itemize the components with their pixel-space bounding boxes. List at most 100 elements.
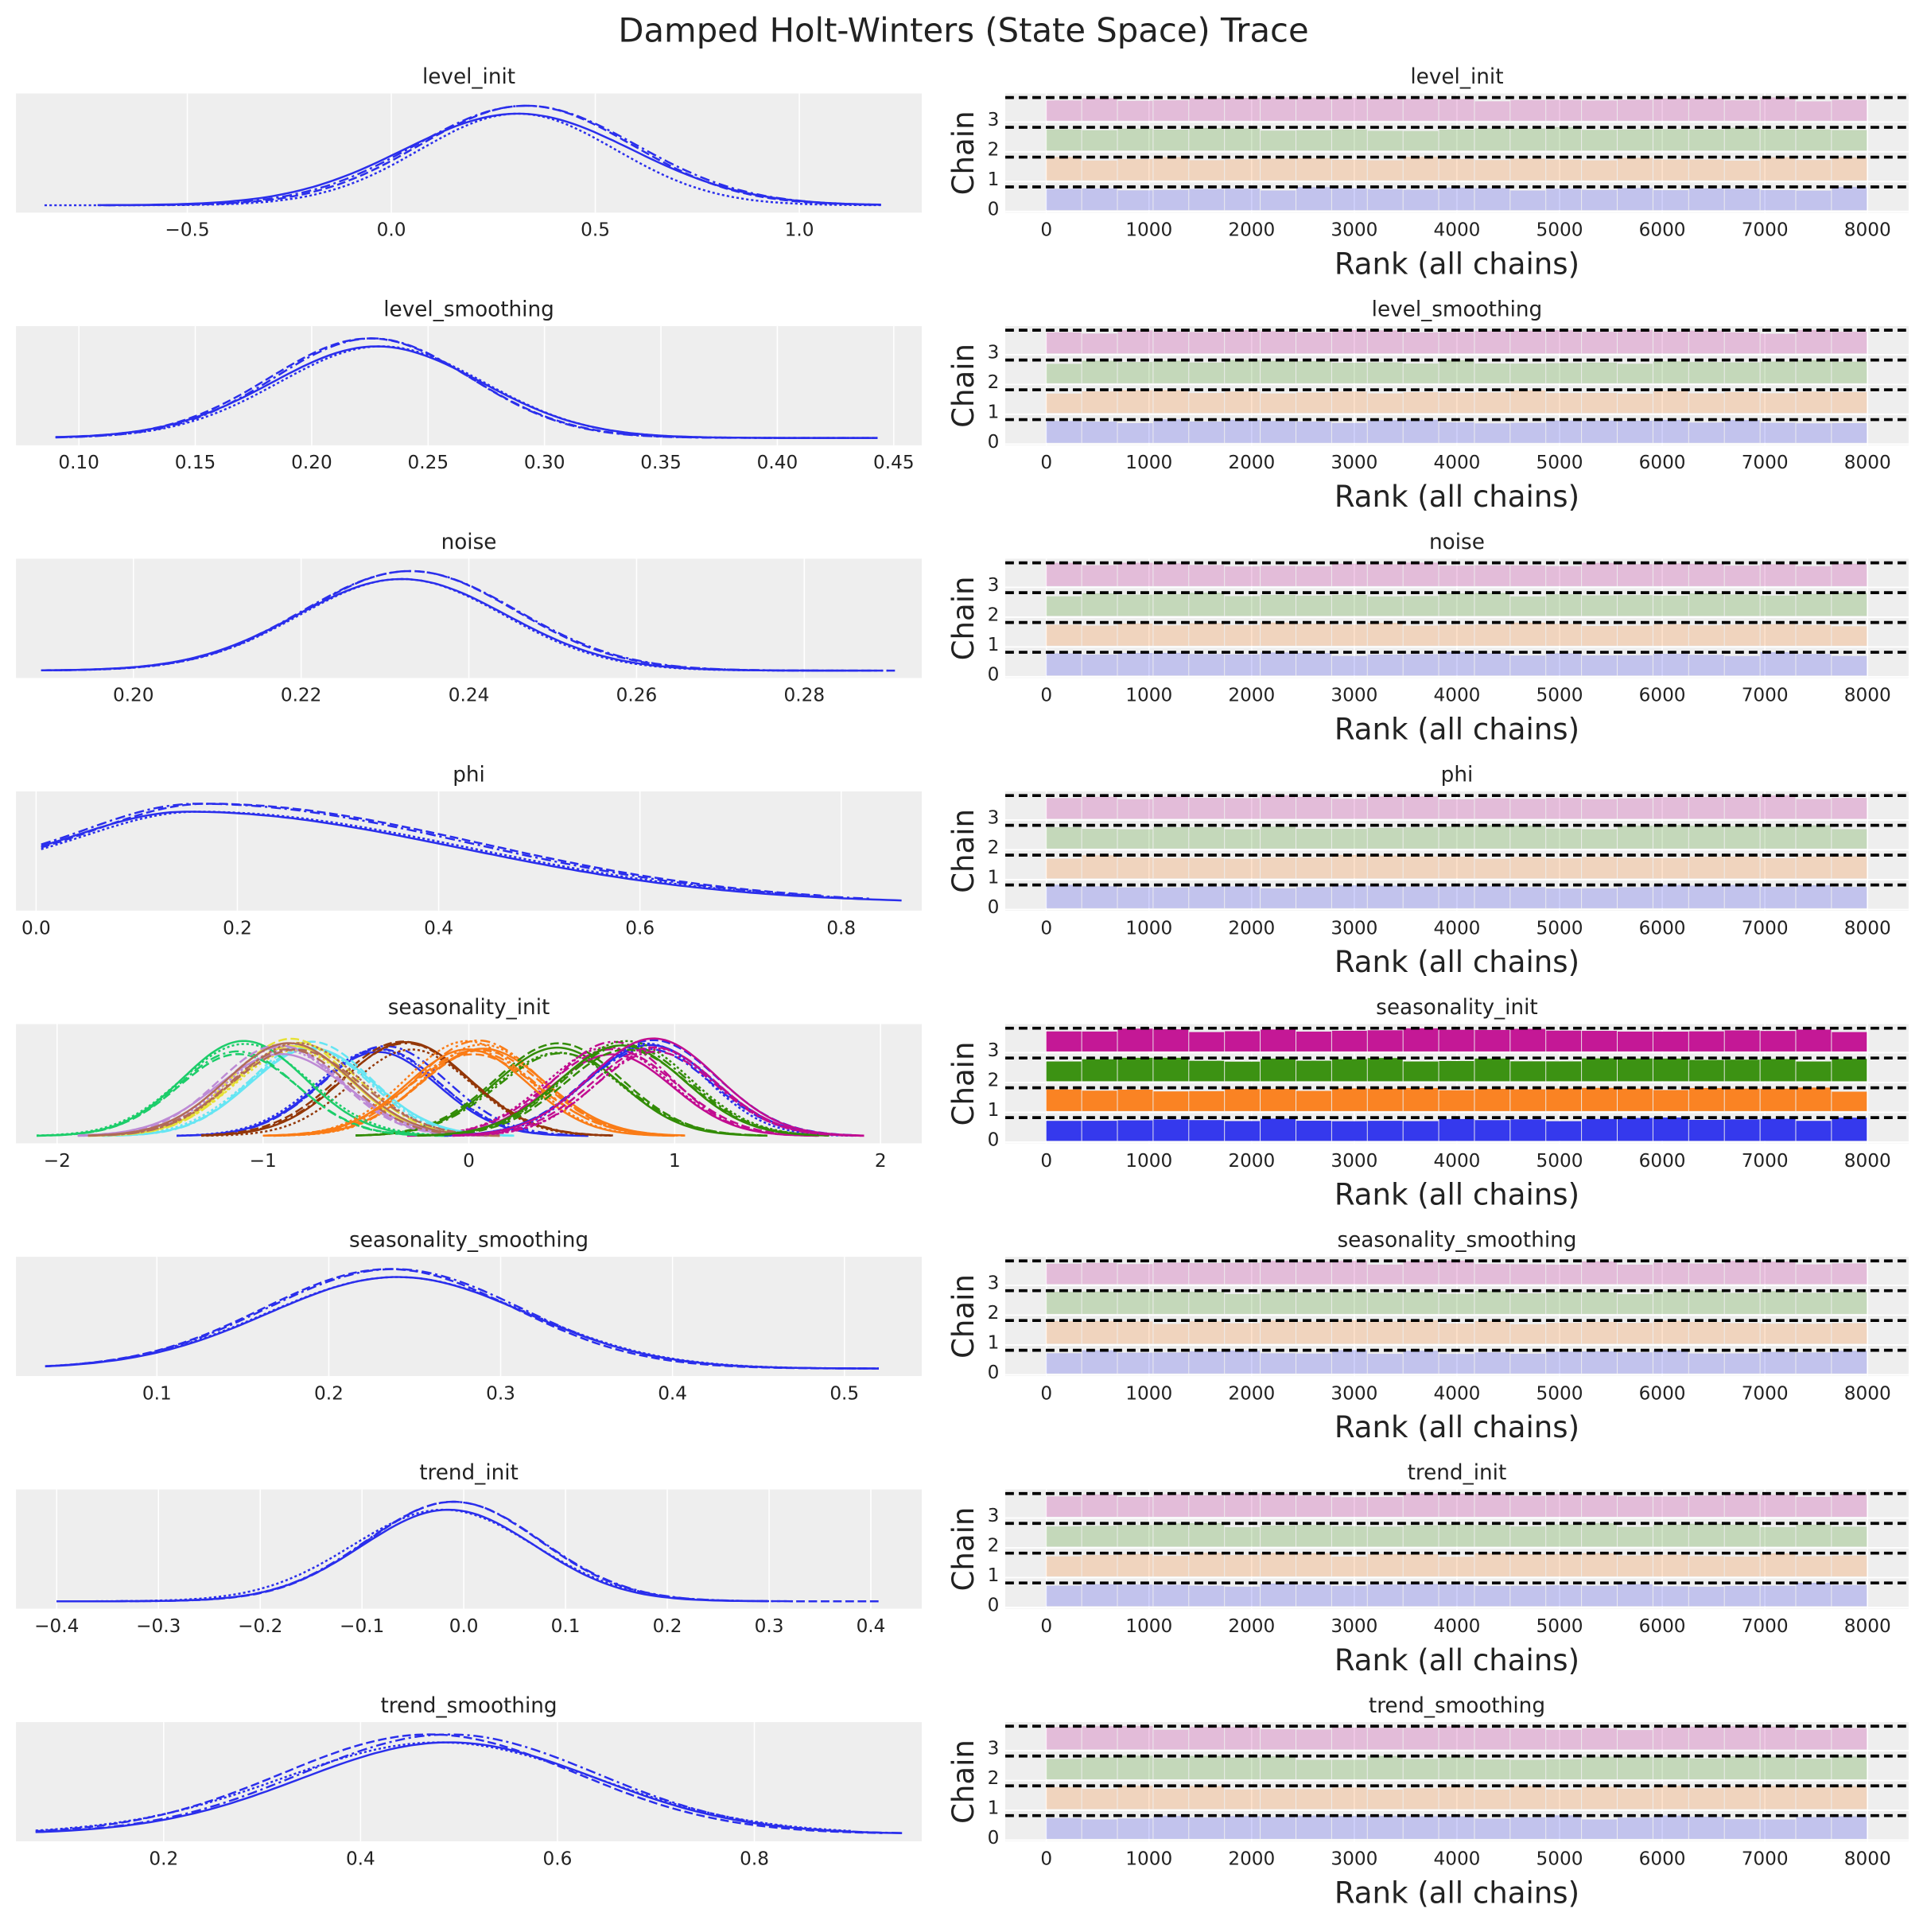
- rank-xtick-label: 8000: [1844, 1615, 1891, 1637]
- rank-bar-chain-0: [1796, 884, 1832, 908]
- rank-bar-chain-1: [1617, 393, 1653, 414]
- rank-bar-chain-0: [1439, 1816, 1474, 1839]
- rank-bar-chain-0: [1617, 1118, 1653, 1141]
- rank-bar-chain-2: [1546, 363, 1582, 383]
- rank-bar-chain-0: [1153, 1352, 1189, 1374]
- rank-bar-chain-1: [1117, 857, 1153, 879]
- kde-title: phi: [453, 764, 485, 787]
- rank-bar-chain-0: [1082, 422, 1117, 443]
- rank-bar-chain-2: [1367, 1526, 1403, 1547]
- rank-bar-chain-1: [1653, 1785, 1688, 1810]
- rank-bar-chain-0: [1724, 189, 1760, 211]
- rank-bar-chain-3: [1796, 1496, 1832, 1517]
- rank-bar-chain-0: [1474, 423, 1510, 443]
- rank-bar-chain-0: [1582, 888, 1618, 908]
- rank-bar-chain-2: [1296, 361, 1331, 383]
- rank-bar-chain-0: [1510, 422, 1546, 443]
- rank-bar-chain-2: [1796, 1524, 1832, 1547]
- kde-line-seasonal-9-chain-2: [87, 1042, 500, 1137]
- rank-bar-chain-0: [1653, 419, 1688, 443]
- rank-bar-chain-3: [1832, 99, 1867, 121]
- rank-bar-chain-3: [1403, 796, 1439, 819]
- rank-bar-chain-0: [1510, 655, 1546, 676]
- rank-bar-chain-0: [1546, 1351, 1582, 1374]
- rank-ytick-label: 0: [988, 896, 1000, 918]
- rank-bar-chain-0: [1439, 1584, 1474, 1607]
- rank-xtick-label: 7000: [1742, 452, 1789, 473]
- rank-xtick-label: 3000: [1331, 452, 1377, 473]
- rank-bar-chain-2: [1760, 1756, 1796, 1779]
- rank-bar-chain-3: [1474, 1728, 1510, 1750]
- rank-xtick-label: 3000: [1331, 1848, 1377, 1869]
- rank-bar-chain-1: [1189, 393, 1225, 414]
- rank-bar-chain-2: [1796, 825, 1832, 849]
- kde-xtick-label: 0.1: [551, 1615, 581, 1637]
- kde-line-seasonal-0-chain-2: [177, 1048, 589, 1137]
- rank-bar-chain-3: [1367, 796, 1403, 819]
- kde-line-seasonal-13-chain-1: [452, 1046, 864, 1137]
- rank-ytick-label: 3: [988, 1738, 1000, 1759]
- rank-bar-chain-2: [1189, 362, 1225, 383]
- rank-bar-chain-0: [1367, 655, 1403, 676]
- rank-xtick-label: 3000: [1331, 917, 1377, 939]
- rank-bar-chain-0: [1403, 1351, 1439, 1374]
- rank-bar-chain-2: [1724, 826, 1760, 849]
- kde-xtick-label: 0.30: [524, 452, 565, 473]
- rank-bar-chain-2: [1688, 362, 1724, 383]
- rank-bar-chain-1: [1653, 857, 1688, 879]
- rank-bar-chain-3: [1153, 1029, 1189, 1052]
- rank-bar-chain-0: [1189, 654, 1225, 676]
- rank-bar-chain-3: [1331, 1030, 1367, 1052]
- rank-bar-chain-0: [1225, 1816, 1261, 1839]
- rank-bar-chain-2: [1082, 130, 1117, 151]
- kde-line-seasonal-7-chain-1: [37, 1053, 449, 1137]
- rank-bar-chain-2: [1117, 128, 1153, 151]
- kde-line-seasonal-1-chain-2: [273, 1043, 686, 1137]
- rank-bar-chain-2: [1796, 1759, 1832, 1779]
- rank-bar-chain-1: [1367, 623, 1403, 646]
- rank-bar-chain-3: [1189, 798, 1225, 819]
- kde-line-seasonal-12-chain-2: [417, 1040, 829, 1137]
- rank-bar-chain-0: [1617, 887, 1653, 908]
- kde-xtick-label: 0.4: [658, 1382, 687, 1404]
- rank-bar-chain-2: [1261, 130, 1296, 151]
- rank-bar-chain-3: [1617, 99, 1653, 121]
- rank-bar-chain-1: [1082, 1555, 1117, 1576]
- rank-bar-chain-0: [1546, 653, 1582, 676]
- rank-bar-chain-1: [1082, 625, 1117, 646]
- rank-bar-chain-1: [1724, 624, 1760, 646]
- rank-bar-chain-0: [1296, 1353, 1331, 1374]
- rank-bar-chain-1: [1582, 160, 1618, 181]
- rank-bar-chain-3: [1296, 1261, 1331, 1285]
- rank-bar-chain-0: [1082, 188, 1117, 211]
- rank-bar-chain-2: [1225, 596, 1261, 616]
- rank-bar-chain-3: [1403, 562, 1439, 586]
- kde-line-chain-2: [44, 112, 881, 207]
- rank-bar-chain-3: [1296, 796, 1331, 819]
- rank-ylabel: Chain: [946, 809, 981, 893]
- rank-bar-chain-0: [1796, 1817, 1832, 1839]
- rank-bar-chain-3: [1403, 332, 1439, 354]
- rank-bar-chain-1: [1331, 1787, 1367, 1810]
- kde-title: seasonality_init: [388, 996, 550, 1020]
- rank-bar-chain-3: [1510, 565, 1546, 586]
- rank-bar-chain-0: [1367, 885, 1403, 908]
- rank-bar-chain-1: [1261, 1788, 1296, 1810]
- rank-bar-chain-1: [1832, 626, 1867, 646]
- kde-title: seasonality_smoothing: [349, 1229, 589, 1253]
- rank-ytick-label: 2: [988, 371, 1000, 393]
- rank-bar-chain-0: [1724, 1585, 1760, 1607]
- rank-bar-chain-2: [1510, 1526, 1546, 1547]
- rank-ytick-label: 0: [988, 431, 1000, 453]
- kde-line-seasonal-13-chain-2: [452, 1048, 864, 1137]
- rank-bar-chain-0: [1546, 1585, 1582, 1607]
- rank-xtick-label: 1000: [1125, 452, 1172, 473]
- rank-title: phi: [1441, 764, 1474, 787]
- rank-bar-chain-3: [1439, 1260, 1474, 1285]
- rank-bar-chain-1: [1474, 392, 1510, 414]
- rank-bar-chain-3: [1724, 797, 1760, 819]
- rank-bar-chain-0: [1617, 188, 1653, 211]
- rank-bar-chain-0: [1189, 886, 1225, 908]
- rank-xlabel: Rank (all chains): [1335, 713, 1579, 747]
- rank-bar-chain-3: [1688, 1263, 1724, 1285]
